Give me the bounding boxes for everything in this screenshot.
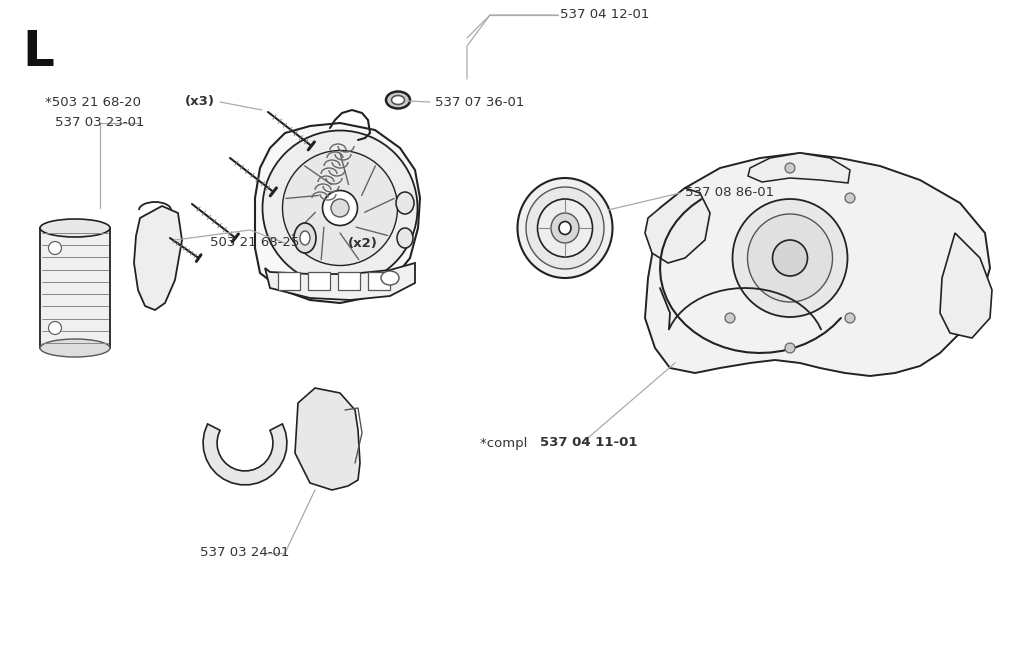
Ellipse shape: [725, 313, 735, 323]
Text: 537 04 12-01: 537 04 12-01: [560, 9, 649, 22]
Text: (x3): (x3): [185, 95, 215, 109]
Ellipse shape: [391, 95, 404, 105]
Ellipse shape: [294, 223, 316, 253]
Text: 537 04 11-01: 537 04 11-01: [540, 436, 638, 449]
Polygon shape: [134, 206, 182, 310]
Text: 537 03 24-01: 537 03 24-01: [200, 547, 290, 559]
Ellipse shape: [386, 91, 410, 109]
Bar: [308, 272, 330, 290]
Polygon shape: [295, 388, 360, 490]
Text: 537 08 86-01: 537 08 86-01: [685, 186, 774, 199]
Text: L: L: [22, 28, 54, 76]
Ellipse shape: [397, 228, 413, 248]
Ellipse shape: [538, 199, 593, 257]
Ellipse shape: [845, 193, 855, 203]
Text: 503 21 68-25: 503 21 68-25: [210, 236, 304, 249]
Bar: [368, 272, 390, 290]
Ellipse shape: [381, 271, 399, 285]
Bar: [338, 272, 360, 290]
Ellipse shape: [40, 339, 110, 357]
Bar: [278, 272, 300, 290]
Polygon shape: [255, 123, 420, 303]
Ellipse shape: [845, 313, 855, 323]
Polygon shape: [940, 233, 992, 338]
Text: *compl: *compl: [480, 436, 531, 449]
Ellipse shape: [732, 199, 848, 317]
Ellipse shape: [517, 178, 612, 278]
Ellipse shape: [40, 219, 110, 237]
Polygon shape: [645, 188, 710, 263]
Polygon shape: [265, 263, 415, 300]
Polygon shape: [645, 153, 990, 376]
Text: 537 07 36-01: 537 07 36-01: [435, 95, 524, 109]
Ellipse shape: [396, 192, 414, 214]
Ellipse shape: [331, 199, 349, 217]
Ellipse shape: [262, 130, 418, 286]
Ellipse shape: [748, 214, 833, 302]
Ellipse shape: [48, 241, 61, 255]
Text: *503 21 68-20: *503 21 68-20: [45, 95, 145, 109]
Text: (x2): (x2): [348, 236, 378, 249]
Ellipse shape: [300, 231, 310, 245]
Text: 537 03 23-01: 537 03 23-01: [55, 116, 144, 130]
Polygon shape: [748, 153, 850, 183]
Ellipse shape: [526, 187, 604, 269]
Ellipse shape: [551, 213, 579, 243]
Ellipse shape: [283, 151, 397, 265]
Ellipse shape: [785, 163, 795, 173]
Ellipse shape: [48, 322, 61, 334]
Polygon shape: [40, 228, 110, 348]
Ellipse shape: [785, 343, 795, 353]
Ellipse shape: [772, 240, 808, 276]
Ellipse shape: [559, 222, 571, 234]
Ellipse shape: [323, 191, 357, 226]
Polygon shape: [203, 424, 287, 485]
